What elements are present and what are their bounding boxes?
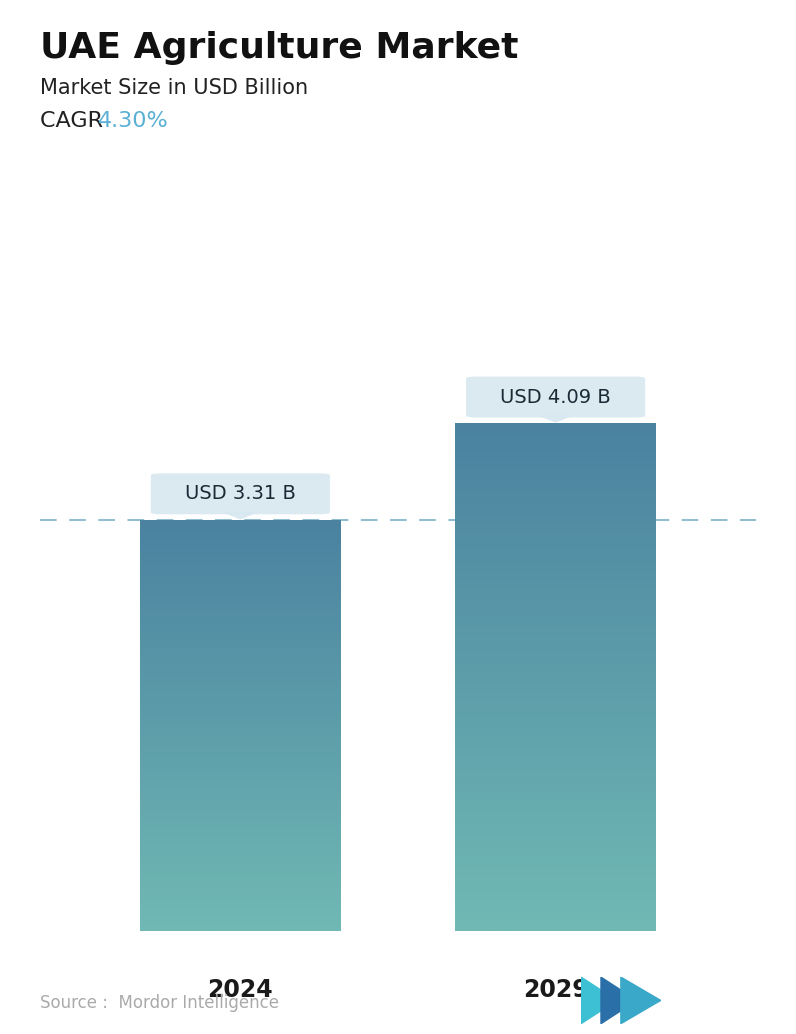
Text: 4.30%: 4.30% xyxy=(98,111,169,130)
Polygon shape xyxy=(224,513,256,519)
Polygon shape xyxy=(621,977,661,1024)
Text: Market Size in USD Billion: Market Size in USD Billion xyxy=(40,78,308,97)
Polygon shape xyxy=(540,416,572,422)
Text: 2029: 2029 xyxy=(523,978,588,1002)
Text: CAGR: CAGR xyxy=(40,111,110,130)
Text: USD 4.09 B: USD 4.09 B xyxy=(500,388,611,406)
Polygon shape xyxy=(601,977,637,1024)
Text: 2024: 2024 xyxy=(208,978,273,1002)
Text: USD 3.31 B: USD 3.31 B xyxy=(185,484,296,504)
FancyBboxPatch shape xyxy=(151,474,330,514)
FancyBboxPatch shape xyxy=(466,376,645,418)
Text: UAE Agriculture Market: UAE Agriculture Market xyxy=(40,31,518,65)
Text: Source :  Mordor Intelligence: Source : Mordor Intelligence xyxy=(40,994,279,1012)
Polygon shape xyxy=(581,977,617,1024)
